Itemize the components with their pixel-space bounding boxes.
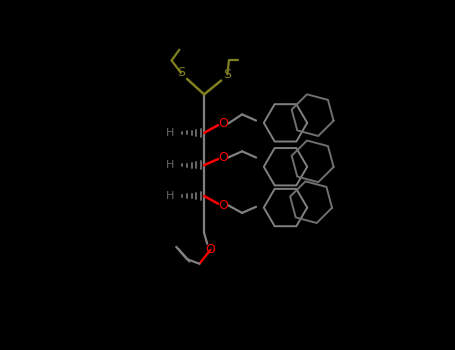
Text: O: O bbox=[205, 243, 215, 257]
Text: O: O bbox=[218, 151, 228, 164]
Text: O: O bbox=[218, 117, 228, 130]
Text: H: H bbox=[166, 160, 175, 170]
Text: H: H bbox=[166, 191, 175, 201]
Text: S: S bbox=[177, 66, 185, 79]
Text: O: O bbox=[218, 199, 228, 212]
Text: S: S bbox=[223, 68, 232, 81]
Text: H: H bbox=[166, 128, 175, 138]
